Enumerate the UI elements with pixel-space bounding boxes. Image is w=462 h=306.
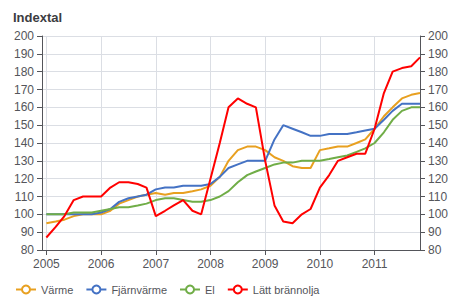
svg-text:180: 180 — [428, 65, 448, 79]
svg-text:140: 140 — [428, 136, 448, 150]
svg-text:170: 170 — [428, 83, 448, 97]
svg-text:Lätt brännolja: Lätt brännolja — [253, 284, 321, 296]
svg-text:120: 120 — [14, 172, 34, 186]
svg-text:180: 180 — [14, 65, 34, 79]
svg-text:170: 170 — [14, 83, 34, 97]
svg-text:2007: 2007 — [142, 257, 169, 271]
svg-text:140: 140 — [14, 136, 34, 150]
svg-text:190: 190 — [428, 47, 448, 61]
svg-text:160: 160 — [14, 100, 34, 114]
svg-text:190: 190 — [14, 47, 34, 61]
svg-text:200: 200 — [428, 29, 448, 43]
svg-text:200: 200 — [14, 29, 34, 43]
svg-text:150: 150 — [428, 118, 448, 132]
svg-text:Fjärnvärme: Fjärnvärme — [111, 284, 167, 296]
svg-text:2010: 2010 — [307, 257, 334, 271]
svg-text:90: 90 — [21, 225, 35, 239]
svg-text:130: 130 — [428, 154, 448, 168]
svg-text:110: 110 — [428, 190, 447, 204]
svg-text:120: 120 — [428, 172, 448, 186]
svg-text:2009: 2009 — [252, 257, 279, 271]
svg-text:2005: 2005 — [33, 257, 60, 271]
svg-text:80: 80 — [21, 243, 35, 257]
svg-text:2011: 2011 — [362, 257, 388, 271]
svg-text:2008: 2008 — [197, 257, 224, 271]
svg-text:110: 110 — [15, 190, 34, 204]
svg-text:130: 130 — [14, 154, 34, 168]
svg-text:100: 100 — [14, 207, 34, 221]
svg-text:160: 160 — [428, 100, 448, 114]
svg-text:Indextal: Indextal — [13, 10, 62, 25]
svg-text:90: 90 — [428, 225, 442, 239]
svg-text:100: 100 — [428, 207, 448, 221]
svg-text:2006: 2006 — [88, 257, 115, 271]
svg-text:Värme: Värme — [41, 284, 73, 296]
svg-text:El: El — [205, 284, 215, 296]
svg-text:150: 150 — [14, 118, 34, 132]
svg-text:80: 80 — [428, 243, 442, 257]
